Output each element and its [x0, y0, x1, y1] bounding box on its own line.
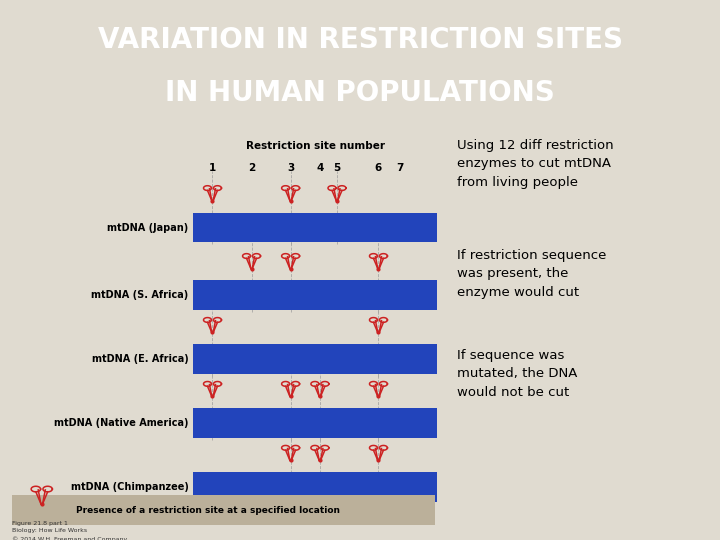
Text: 3: 3 — [287, 163, 294, 173]
Bar — [12, 495, 435, 525]
Text: 6: 6 — [375, 163, 382, 173]
Text: mtDNA (Japan): mtDNA (Japan) — [107, 222, 189, 233]
Text: mtDNA (S. Africa): mtDNA (S. Africa) — [91, 291, 189, 300]
Text: 4: 4 — [316, 163, 323, 173]
Text: 5: 5 — [333, 163, 341, 173]
Text: IN HUMAN POPULATIONS: IN HUMAN POPULATIONS — [165, 79, 555, 107]
Text: If restriction sequence
was present, the
enzyme would cut: If restriction sequence was present, the… — [457, 248, 606, 299]
Text: VARIATION IN RESTRICTION SITES: VARIATION IN RESTRICTION SITES — [97, 26, 623, 54]
Text: If sequence was
mutated, the DNA
would not be cut: If sequence was mutated, the DNA would n… — [457, 349, 577, 399]
Text: mtDNA (Chimpanzee): mtDNA (Chimpanzee) — [71, 482, 189, 492]
Text: Restriction site number: Restriction site number — [246, 140, 384, 151]
Bar — [193, 280, 437, 310]
Bar — [193, 408, 437, 438]
Text: Biology: How Life Works: Biology: How Life Works — [12, 528, 86, 533]
Text: 1: 1 — [209, 163, 216, 173]
Text: © 2014 W.H. Freeman and Company: © 2014 W.H. Freeman and Company — [12, 537, 127, 540]
Bar — [193, 345, 437, 374]
Text: Presence of a restriction site at a specified location: Presence of a restriction site at a spec… — [76, 506, 341, 515]
Text: Figure 21.8 part 1: Figure 21.8 part 1 — [12, 521, 68, 525]
Text: Using 12 diff restriction
enzymes to cut mtDNA
from living people: Using 12 diff restriction enzymes to cut… — [457, 139, 613, 189]
Text: mtDNA (E. Africa): mtDNA (E. Africa) — [92, 354, 189, 364]
Bar — [193, 472, 437, 502]
Text: mtDNA (Native America): mtDNA (Native America) — [54, 418, 189, 428]
Text: 2: 2 — [248, 163, 255, 173]
Bar — [193, 213, 437, 242]
Text: 7: 7 — [397, 163, 404, 173]
